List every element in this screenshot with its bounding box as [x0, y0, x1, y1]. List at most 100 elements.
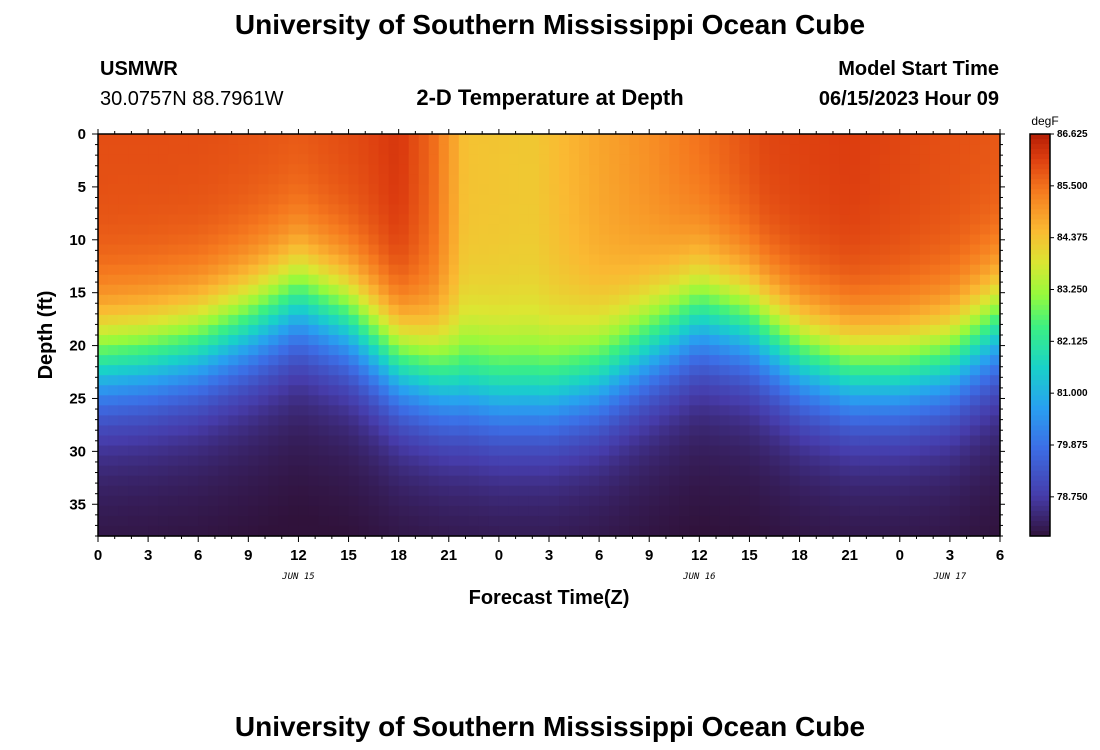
heatmap-cell	[448, 244, 460, 256]
heatmap-cell	[258, 385, 269, 396]
heatmap-cell	[458, 164, 470, 175]
heatmap-cell	[448, 134, 460, 145]
heatmap-cell	[799, 505, 811, 517]
heatmap-cell	[739, 425, 751, 437]
heatmap-cell	[769, 475, 781, 487]
heatmap-cell	[889, 144, 901, 155]
heatmap-cell	[448, 304, 460, 316]
heatmap-cell	[749, 264, 761, 276]
heatmap-cell	[589, 495, 600, 507]
heatmap-cell	[278, 465, 290, 477]
heatmap-cell	[559, 234, 570, 246]
heatmap-cell	[358, 304, 370, 316]
x-tick-label: 3	[144, 547, 152, 564]
heatmap-cell	[498, 154, 510, 165]
heatmap-cell	[258, 525, 269, 537]
heatmap-cell	[268, 435, 279, 447]
heatmap-cell	[318, 465, 330, 477]
heatmap-cell	[538, 495, 550, 507]
heatmap-cell	[919, 445, 931, 457]
heatmap-cell	[398, 224, 410, 236]
heatmap-cell	[298, 224, 310, 236]
heatmap-cell	[388, 335, 400, 346]
heatmap-cell	[218, 284, 229, 296]
heatmap-cell	[288, 204, 300, 215]
heatmap-cell	[428, 505, 440, 517]
heatmap-cell	[458, 455, 470, 467]
heatmap-cell	[779, 425, 791, 437]
colorbar-swatch	[1030, 184, 1050, 190]
heatmap-cell	[739, 495, 751, 507]
heatmap-cell	[408, 254, 420, 266]
colorbar-swatch	[1030, 139, 1050, 145]
colorbar-swatch	[1030, 350, 1050, 356]
heatmap-cell	[148, 435, 159, 447]
heatmap-cell	[468, 465, 480, 477]
heatmap-cell	[448, 254, 460, 266]
heatmap-cell	[118, 435, 129, 447]
heatmap-cell	[749, 465, 761, 477]
heatmap-cell	[659, 154, 670, 165]
heatmap-cell	[268, 294, 279, 306]
heatmap-cell	[949, 335, 961, 346]
heatmap-cell	[729, 194, 741, 205]
heatmap-cell	[849, 194, 861, 205]
heatmap-cell	[438, 465, 450, 477]
heatmap-cell	[368, 515, 380, 527]
heatmap-cell	[298, 385, 310, 396]
heatmap-cell	[198, 184, 209, 195]
heatmap-cell	[589, 204, 600, 215]
heatmap-cell	[659, 515, 670, 527]
heatmap-cell	[228, 475, 239, 487]
heatmap-cell	[569, 525, 580, 537]
heatmap-cell	[448, 345, 460, 356]
heatmap-cell	[228, 445, 239, 457]
heatmap-cell	[599, 485, 610, 497]
heatmap-cell	[559, 435, 570, 447]
heatmap-cell	[98, 324, 109, 336]
heatmap-cell	[879, 244, 891, 256]
heatmap-cell	[248, 505, 259, 517]
heatmap-cell	[589, 405, 600, 416]
heatmap-cell	[278, 144, 290, 155]
heatmap-cell	[138, 345, 149, 356]
heatmap-cell	[458, 254, 470, 266]
heatmap-cell	[549, 244, 560, 256]
heatmap-cell	[508, 415, 520, 427]
heatmap-cell	[789, 214, 801, 226]
heatmap-cell	[368, 425, 380, 437]
heatmap-cell	[639, 375, 650, 386]
heatmap-cell	[238, 345, 249, 356]
heatmap-cell	[428, 335, 440, 346]
heatmap-cell	[248, 375, 259, 386]
heatmap-cell	[438, 405, 450, 416]
heatmap-cell	[549, 365, 560, 376]
heatmap-cell	[789, 415, 801, 427]
heatmap-cell	[569, 314, 580, 326]
heatmap-cell	[709, 525, 720, 537]
heatmap-cell	[719, 294, 730, 306]
heatmap-cell	[138, 154, 149, 165]
heatmap-cell	[328, 445, 340, 457]
heatmap-cell	[979, 475, 991, 487]
heatmap-cell	[488, 465, 500, 477]
heatmap-cell	[939, 525, 951, 537]
heatmap-cell	[278, 345, 290, 356]
heatmap-cell	[729, 425, 741, 437]
heatmap-cell	[348, 284, 360, 296]
heatmap-cell	[228, 224, 239, 236]
heatmap-cell	[118, 294, 129, 306]
heatmap-cell	[729, 174, 741, 185]
heatmap-cell	[338, 505, 350, 517]
heatmap-cell	[869, 365, 881, 376]
heatmap-cell	[248, 154, 259, 165]
heatmap-cell	[729, 234, 741, 246]
heatmap-cell	[138, 164, 149, 175]
heatmap-cell	[859, 134, 871, 145]
heatmap-cell	[649, 405, 660, 416]
heatmap-cell	[298, 345, 310, 356]
heatmap-cell	[859, 154, 871, 165]
heatmap-cell	[769, 274, 781, 286]
heatmap-cell	[859, 425, 871, 437]
heatmap-cell	[368, 505, 380, 517]
